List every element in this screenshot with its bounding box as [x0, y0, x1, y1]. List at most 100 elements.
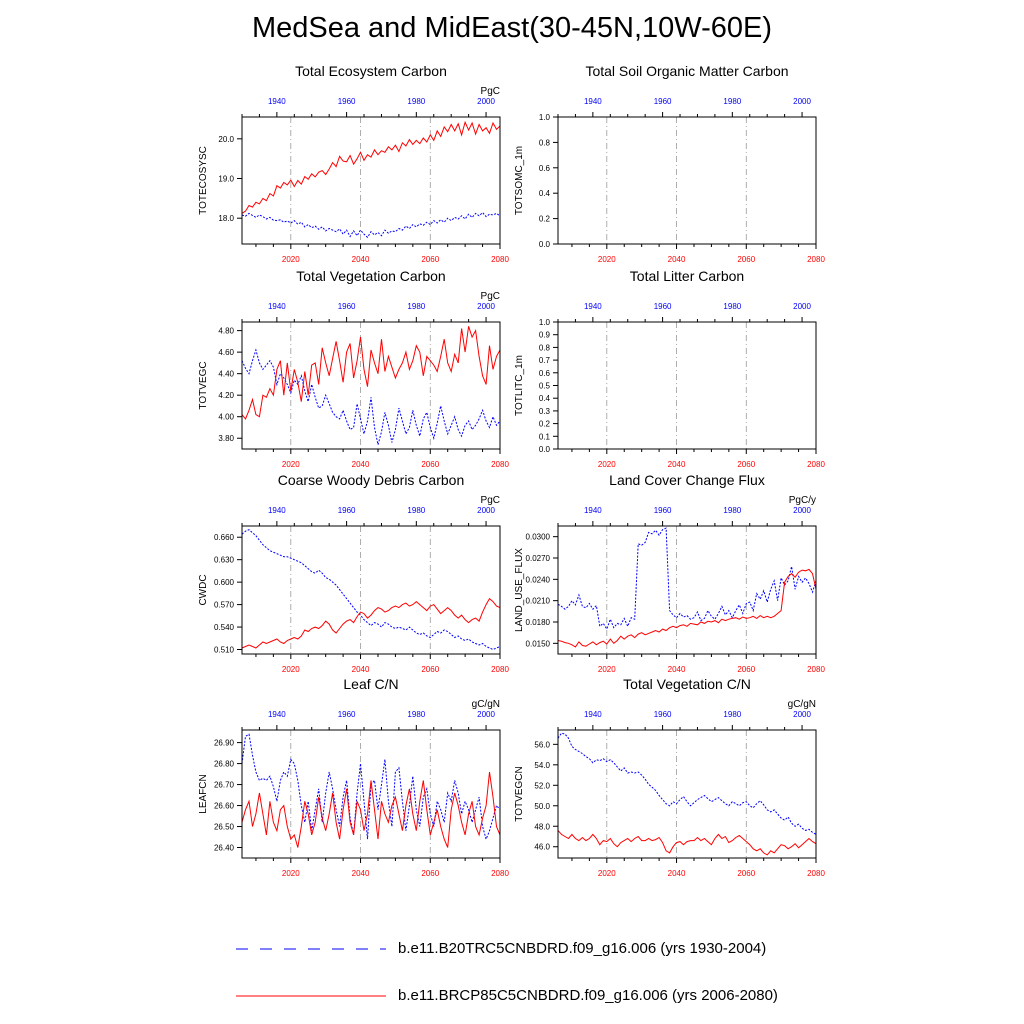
x-bottom-tick-label: 2060: [737, 460, 755, 469]
x-bottom-tick-label: 2040: [668, 665, 686, 674]
y-axis-label: TOTECOSYSC: [198, 146, 209, 215]
x-bottom-tick-label: 2080: [491, 665, 509, 674]
panel-4: Coarse Woody Debris Carbon PgC CWDC 0.510 0.…: [198, 472, 509, 674]
y-axis-label: CWDC: [198, 574, 209, 605]
y-tick-label: 4.60: [218, 348, 234, 357]
x-bottom-tick-label: 2060: [737, 869, 755, 878]
x-bottom-tick-label: 2020: [282, 255, 300, 264]
y-axis-label: TOTVEGC: [198, 361, 209, 409]
panel-7: Total Vegetation C/N gC/gN TOTVEGCN 46.0 48.…: [514, 676, 825, 878]
x-bottom-tick-label: 2040: [352, 665, 370, 674]
x-top-tick-label: 1960: [654, 506, 672, 515]
y-tick-label: 26.90: [214, 739, 235, 748]
historical-series-line: [557, 527, 817, 631]
x-bottom-tick-label: 2020: [282, 460, 300, 469]
x-bottom-tick-label: 2020: [598, 869, 616, 878]
x-bottom-tick-label: 2020: [598, 665, 616, 674]
y-axis-label: TOTLITC_1m: [514, 355, 525, 416]
panel-3: Total Litter Carbon TOTLITC_1m 0.0 0.1 0.2 0.…: [514, 268, 825, 469]
y-tick-label: 46.0: [534, 843, 550, 852]
y-tick-label: 0.6: [539, 369, 551, 378]
y-tick-label: 19.0: [218, 175, 234, 184]
x-bottom-tick-label: 2040: [668, 460, 686, 469]
panel-title: Total Vegetation Carbon: [296, 268, 445, 284]
y-tick-label: 52.0: [534, 781, 550, 790]
y-tick-label: 0.2: [539, 420, 551, 429]
panel-0: Total Ecosystem Carbon PgC TOTECOSYSC 18.0 1…: [198, 63, 509, 264]
x-top-tick-label: 1940: [584, 302, 602, 311]
x-top-tick-label: 2000: [793, 302, 811, 311]
panel-6: Leaf C/N gC/gN LEAFCN 26.40 26.50 26.60 26.70 2…: [198, 676, 509, 878]
x-top-tick-label: 1980: [723, 97, 741, 106]
y-tick-label: 26.50: [214, 823, 235, 832]
panel-title: Coarse Woody Debris Carbon: [278, 472, 465, 488]
y-tick-label: 0.9: [539, 331, 551, 340]
historical-series-line: [241, 529, 501, 651]
y-tick-label: 26.80: [214, 760, 235, 769]
panel-title: Total Litter Carbon: [630, 268, 744, 284]
units-label: PgC: [481, 291, 500, 302]
future-series-line: [241, 326, 501, 420]
x-top-tick-label: 1940: [268, 97, 286, 106]
x-top-tick-label: 1960: [654, 302, 672, 311]
x-bottom-tick-label: 2080: [807, 460, 825, 469]
y-tick-label: 0.8: [539, 343, 551, 352]
x-bottom-tick-label: 2020: [598, 255, 616, 264]
x-top-tick-label: 1980: [407, 506, 425, 515]
y-tick-label: 0.660: [214, 533, 235, 542]
y-axis-label: TOTVEGCN: [514, 766, 525, 821]
y-tick-label: 0.2: [539, 215, 551, 224]
panel-1: Total Soil Organic Matter Carbon TOTSOMC_…: [514, 63, 825, 264]
y-tick-label: 4.00: [218, 413, 234, 422]
page-title: MedSea and MidEast(30-45N,10W-60E): [251, 12, 773, 44]
x-top-tick-label: 2000: [793, 97, 811, 106]
plot-frame: [241, 525, 501, 655]
x-top-tick-label: 1960: [338, 710, 356, 719]
panel-title: Total Vegetation C/N: [623, 676, 751, 692]
y-tick-label: 0.630: [214, 556, 235, 565]
x-bottom-tick-label: 2040: [352, 255, 370, 264]
future-series-line: [557, 568, 817, 648]
y-tick-label: 50.0: [534, 802, 550, 811]
y-tick-label: 0.4: [539, 394, 551, 403]
y-tick-label: 20.0: [218, 135, 234, 144]
units-label: gC/gN: [788, 699, 816, 710]
y-tick-label: 1.0: [539, 318, 551, 327]
units-label: gC/gN: [472, 699, 500, 710]
x-top-tick-label: 1980: [723, 302, 741, 311]
x-bottom-tick-label: 2040: [668, 255, 686, 264]
x-bottom-tick-label: 2060: [421, 255, 439, 264]
y-tick-label: 0.8: [539, 138, 551, 147]
y-tick-label: 0.1: [539, 432, 551, 441]
plot-frame: [241, 116, 501, 245]
y-tick-label: 0.7: [539, 356, 551, 365]
y-axis-label: LAND_USE_FLUX: [514, 548, 525, 632]
x-bottom-tick-label: 2040: [352, 460, 370, 469]
x-bottom-tick-label: 2080: [807, 869, 825, 878]
plot-frame: [557, 525, 817, 655]
panel-5: Land Cover Change Flux PgC/y LAND_USE_FLUX…: [514, 472, 825, 674]
y-tick-label: 0.600: [214, 578, 235, 587]
y-tick-label: 54.0: [534, 761, 550, 770]
future-series-line: [557, 830, 817, 856]
y-tick-label: 0.540: [214, 623, 235, 632]
x-top-tick-label: 2000: [477, 97, 495, 106]
panel-2: Total Vegetation Carbon PgC TOTVEGC 3.80 4.0…: [198, 268, 509, 469]
x-top-tick-label: 1980: [723, 710, 741, 719]
plot-frame: [557, 729, 817, 859]
y-tick-label: 0.0210: [526, 597, 551, 606]
y-axis-label: TOTSOMC_1m: [514, 146, 525, 215]
future-series-line: [241, 120, 501, 214]
x-top-tick-label: 1960: [338, 302, 356, 311]
y-tick-label: 0.6: [539, 164, 551, 173]
y-tick-label: 0.0: [539, 445, 551, 454]
y-tick-label: 26.40: [214, 844, 235, 853]
y-tick-label: 4.20: [218, 391, 234, 400]
plot-frame: [241, 321, 501, 450]
y-tick-label: 3.80: [218, 434, 234, 443]
x-bottom-tick-label: 2080: [491, 255, 509, 264]
y-tick-label: 4.40: [218, 370, 234, 379]
x-bottom-tick-label: 2020: [598, 460, 616, 469]
x-top-tick-label: 1980: [407, 710, 425, 719]
